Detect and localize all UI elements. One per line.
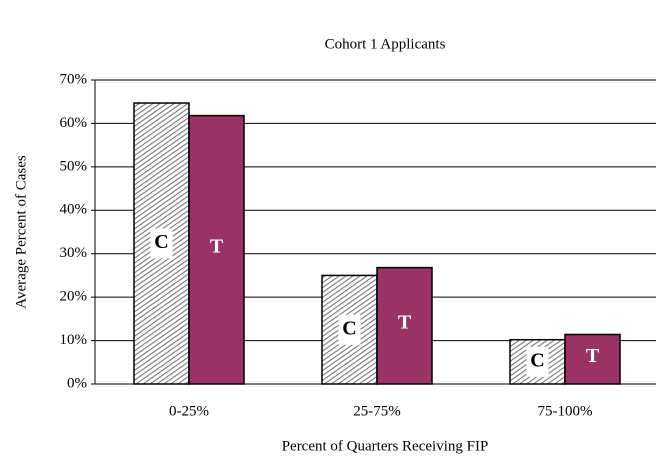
- x-tick-label: 75-100%: [538, 403, 593, 419]
- chart-title: Cohort 1 Applicants: [325, 36, 446, 52]
- y-tick-label: 40%: [60, 202, 88, 218]
- label-box: [338, 314, 361, 345]
- bar: [376, 266, 433, 385]
- y-axis-title: Average Percent of Cases: [13, 155, 29, 309]
- bar-label: T: [586, 345, 600, 367]
- bar-label: C: [154, 231, 168, 253]
- y-tick-label: 30%: [60, 245, 88, 261]
- bar-label: C: [530, 349, 544, 371]
- bar: [564, 333, 621, 385]
- bar-label: T: [398, 311, 412, 333]
- label-box: [150, 228, 173, 259]
- y-tick-label: 10%: [60, 332, 88, 348]
- bar-label: C: [342, 317, 356, 339]
- y-tick-label: 60%: [60, 115, 88, 131]
- y-tick-label: 0%: [67, 375, 87, 391]
- y-tick-label: 50%: [60, 158, 88, 174]
- label-box: [526, 346, 549, 377]
- bar: [188, 114, 245, 385]
- x-tick-label: 0-25%: [169, 403, 209, 419]
- x-tick-label: 25-75%: [353, 403, 401, 419]
- y-tick-label: 70%: [60, 71, 88, 87]
- y-tick-label: 20%: [60, 289, 88, 305]
- bar-label: T: [210, 235, 224, 257]
- x-axis-title: Percent of Quarters Receiving FIP: [282, 438, 489, 454]
